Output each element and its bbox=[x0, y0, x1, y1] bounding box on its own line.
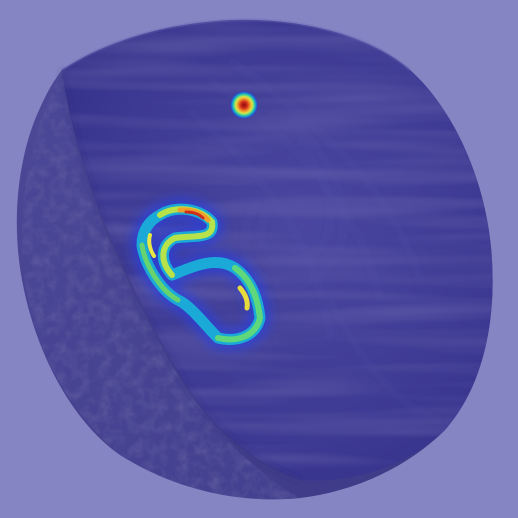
hotspot-dot bbox=[230, 91, 258, 119]
hotspot-ring bbox=[131, 198, 271, 351]
heatmap-overlay bbox=[131, 91, 271, 351]
wooden-disc bbox=[16, 18, 493, 500]
disc-side-texture bbox=[22, 70, 300, 500]
disc-rim bbox=[61, 18, 411, 72]
